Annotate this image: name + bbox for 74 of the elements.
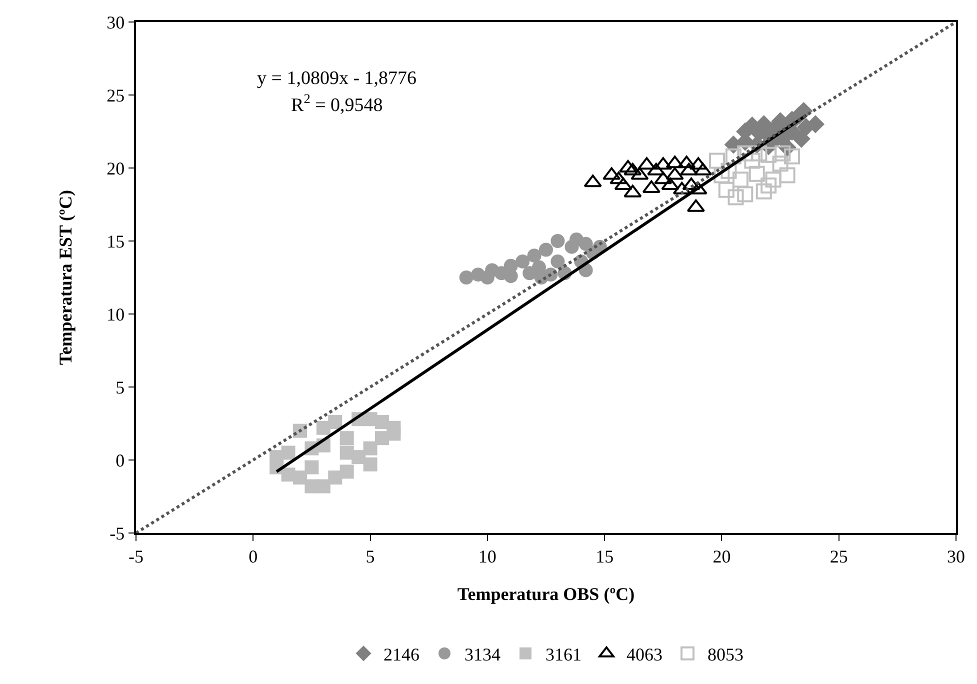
point — [281, 446, 296, 460]
point — [709, 152, 726, 169]
y-tick-label: 30 — [106, 12, 125, 32]
point — [682, 178, 700, 190]
point — [504, 269, 518, 284]
legend-label: 4063 — [626, 644, 662, 664]
annotation: y = 1,0809x - 1,8776 — [257, 68, 417, 89]
y-tick-label: 20 — [106, 158, 125, 178]
point — [718, 182, 734, 198]
legend-label: 3134 — [464, 644, 500, 664]
y-tick-label: 15 — [106, 231, 125, 252]
point — [666, 156, 684, 168]
point — [714, 167, 730, 184]
y-tick-label: 0 — [116, 450, 125, 470]
point — [756, 183, 772, 200]
point — [638, 157, 656, 170]
point — [614, 178, 632, 190]
x-tick-label: 5 — [366, 546, 375, 566]
legend-label: 8053 — [708, 644, 744, 664]
point — [527, 248, 542, 263]
point — [328, 415, 342, 430]
x-tick-label: 0 — [248, 546, 258, 566]
y-tick-label: 5 — [116, 377, 125, 398]
y-tick-label: 25 — [106, 85, 125, 106]
point — [539, 242, 553, 257]
point — [459, 270, 474, 284]
point — [386, 426, 401, 441]
point — [610, 172, 628, 184]
point — [340, 446, 354, 460]
point — [363, 441, 378, 456]
point — [340, 431, 354, 446]
point — [772, 156, 788, 172]
x-tick-label: 25 — [830, 546, 848, 566]
point — [720, 162, 737, 179]
x-tick-label: 20 — [712, 546, 731, 566]
x-tick-label: 10 — [478, 546, 496, 566]
point — [792, 130, 810, 148]
point — [661, 178, 680, 190]
point — [584, 174, 602, 188]
point — [550, 234, 565, 248]
legend-label: 2146 — [384, 644, 420, 664]
point — [784, 148, 800, 164]
point — [779, 167, 796, 184]
point — [689, 157, 708, 170]
point — [765, 172, 782, 188]
point — [774, 145, 791, 162]
y-axis-title: Temperatura EST (ºC) — [55, 190, 76, 365]
point — [328, 470, 342, 485]
point — [654, 157, 672, 170]
legend-label: 3161 — [546, 644, 582, 664]
point — [516, 254, 530, 268]
point — [760, 146, 777, 163]
point — [760, 178, 777, 194]
x-axis-title: Temperatura OBS (ºC) — [457, 584, 635, 604]
x-tick-label: -5 — [128, 546, 144, 566]
point — [737, 186, 754, 202]
x-tick-label: 15 — [596, 546, 614, 566]
point — [728, 189, 744, 206]
point — [654, 172, 672, 184]
point — [732, 172, 748, 188]
point — [751, 145, 768, 162]
point — [737, 145, 754, 162]
point — [748, 166, 765, 182]
point — [304, 460, 319, 474]
point — [316, 479, 330, 494]
point — [744, 152, 760, 169]
annotation: R$^{2}$ = 0,9548 — [291, 91, 383, 116]
y-tick-label: 10 — [106, 304, 125, 324]
x-tick-label: 30 — [947, 546, 965, 566]
point — [725, 148, 742, 164]
point — [363, 457, 378, 472]
point — [340, 464, 354, 479]
y-tick-label: -5 — [110, 523, 125, 544]
point — [550, 254, 565, 268]
